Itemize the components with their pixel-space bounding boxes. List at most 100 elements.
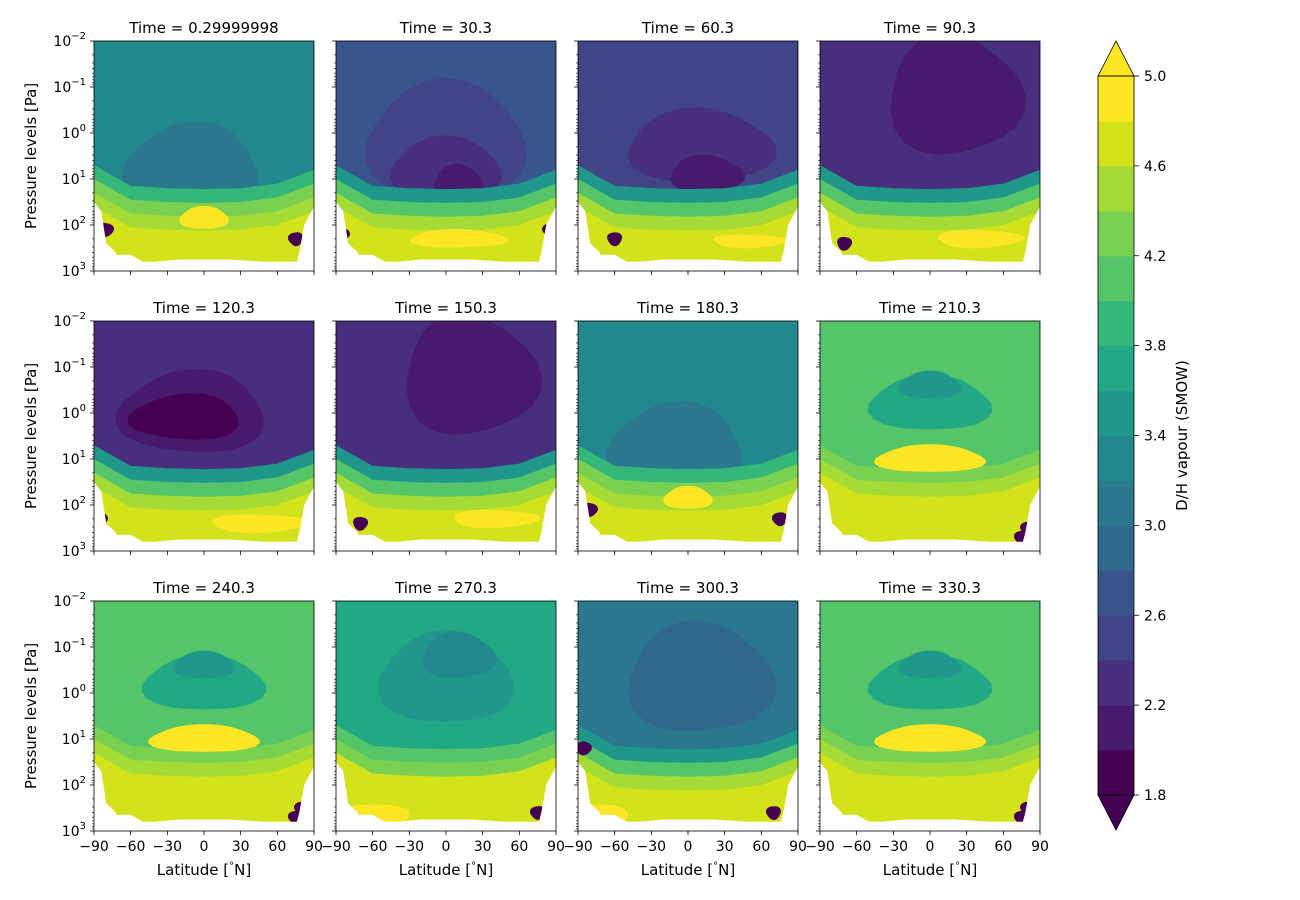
colorbar-segment [1098,615,1134,661]
contour-band [938,229,1025,249]
contour-band [663,485,713,509]
contour-band [867,374,993,430]
x-tick-label: 60 [994,839,1012,855]
x-tick-label: 60 [268,839,286,855]
contour-band [454,509,541,529]
contour-band [94,206,314,271]
surface-mask [94,762,119,831]
y-tick-label: 101 [62,729,86,748]
x-tick-label: 90 [1031,839,1049,855]
surface-mask [820,534,1040,551]
surface-mask [294,486,314,551]
x-tick-label: 0 [442,839,451,855]
x-axis-label: Latitude [°N] [399,861,493,879]
contour-band [409,229,510,248]
contour-band [607,232,623,247]
surface-mask [1020,766,1040,831]
panel-title: Time = 180.3 [636,299,739,317]
y-axis-label: Pressure levels [Pa] [22,643,40,789]
y-axis-label: Pressure levels [Pa] [22,363,40,509]
surface-mask [578,762,603,831]
panel: Time = 30.3 [332,19,557,275]
y-tick-label: 100 [62,123,86,142]
surface-mask [336,762,361,831]
x-axis-label: Latitude [°N] [883,861,977,879]
surface-mask [578,814,798,831]
y-tick-label: 10−2 [53,591,86,610]
y-tick-label: 102 [62,215,86,234]
surface-mask [820,202,845,271]
x-tick-label: −30 [153,839,183,855]
surface-mask [820,762,845,831]
surface-mask [578,482,603,551]
colorbar-tick-label: 3.0 [1144,518,1166,534]
contour-band [422,631,497,678]
contour-band [578,741,592,756]
colorbar-tick-label: 1.8 [1144,788,1166,804]
panel: Time = 330.3 −90 −60 −30 0 30 60 90 Latitude [°N… [805,579,1049,879]
y-tick-label: 103 [62,541,86,560]
contour-band [898,370,962,399]
x-tick-label: 0 [926,839,935,855]
colorbar-segment [1098,660,1134,706]
colorbar-tick-label: 2.6 [1144,608,1166,624]
contour-band [898,650,962,679]
colorbar-segment [1098,435,1134,482]
panel: Time = 60.3 [574,19,799,275]
contour-band [94,766,314,831]
surface-mask [820,482,845,551]
panel-title: Time = 240.3 [152,579,255,597]
colorbar: 1.8 2.2 2.6 3.0 3.4 3.8 4.2 4.6 5.0 D/H vapour (S… [1097,40,1191,831]
contour-field [578,321,798,551]
contour-band [772,512,787,527]
y-tick-label: 10−2 [53,31,86,50]
contour-band [820,486,1040,551]
colorbar-extend-max [1097,40,1135,77]
x-tick-label: 30 [958,839,976,855]
contour-band [578,206,798,271]
contour-field [94,321,314,551]
contour-field [336,41,556,271]
colorbar-segment [1098,525,1134,571]
x-tick-label: 30 [232,839,250,855]
surface-mask [94,254,314,271]
surface-mask [336,202,361,271]
colorbar-tick-label: 4.2 [1144,249,1166,265]
contour-band [353,517,368,531]
colorbar-extend-min [1097,794,1135,831]
contour-band [873,444,987,472]
y-tick-label: 102 [62,775,86,794]
surface-mask [778,486,798,551]
x-tick-label: 30 [716,839,734,855]
panel: Time = 240.3 −90 −60 −30 0 30 60 90 Latitude [°N… [22,579,323,879]
panel: Time = 120.3 10−2 10−1 100 101 102 103 Pressure… [22,299,315,560]
colorbar-segment [1098,210,1134,257]
surface-mask [94,534,314,551]
contour-band [820,206,1040,271]
x-tick-label: 60 [510,839,528,855]
x-tick-label: −30 [637,839,667,855]
surface-mask [336,534,556,551]
panel-title: Time = 330.3 [878,579,981,597]
y-tick-label: 103 [62,261,86,280]
contour-band [890,41,1027,155]
panel: Time = 150.3 [332,299,557,555]
contour-band [141,654,267,710]
panel-title: Time = 30.3 [399,19,492,37]
surface-mask [536,486,556,551]
surface-mask [778,206,798,271]
y-tick-label: 103 [62,821,86,840]
panel-title: Time = 0.29999998 [128,19,278,37]
contour-band [172,650,236,679]
panel: Time = 300.3 −90 −60 −30 0 30 60 90 Latitude [°N… [563,579,807,879]
panel: Time = 0.29999998 10−2 10−1 100 101 102 103 Pre… [22,19,315,280]
surface-mask [536,766,556,831]
x-tick-label: −60 [116,839,146,855]
panel-title: Time = 60.3 [641,19,734,37]
contour-band [713,234,788,249]
contour-field [94,601,314,831]
surface-mask [294,766,314,831]
contour-field [578,41,798,271]
surface-mask [820,254,1040,271]
